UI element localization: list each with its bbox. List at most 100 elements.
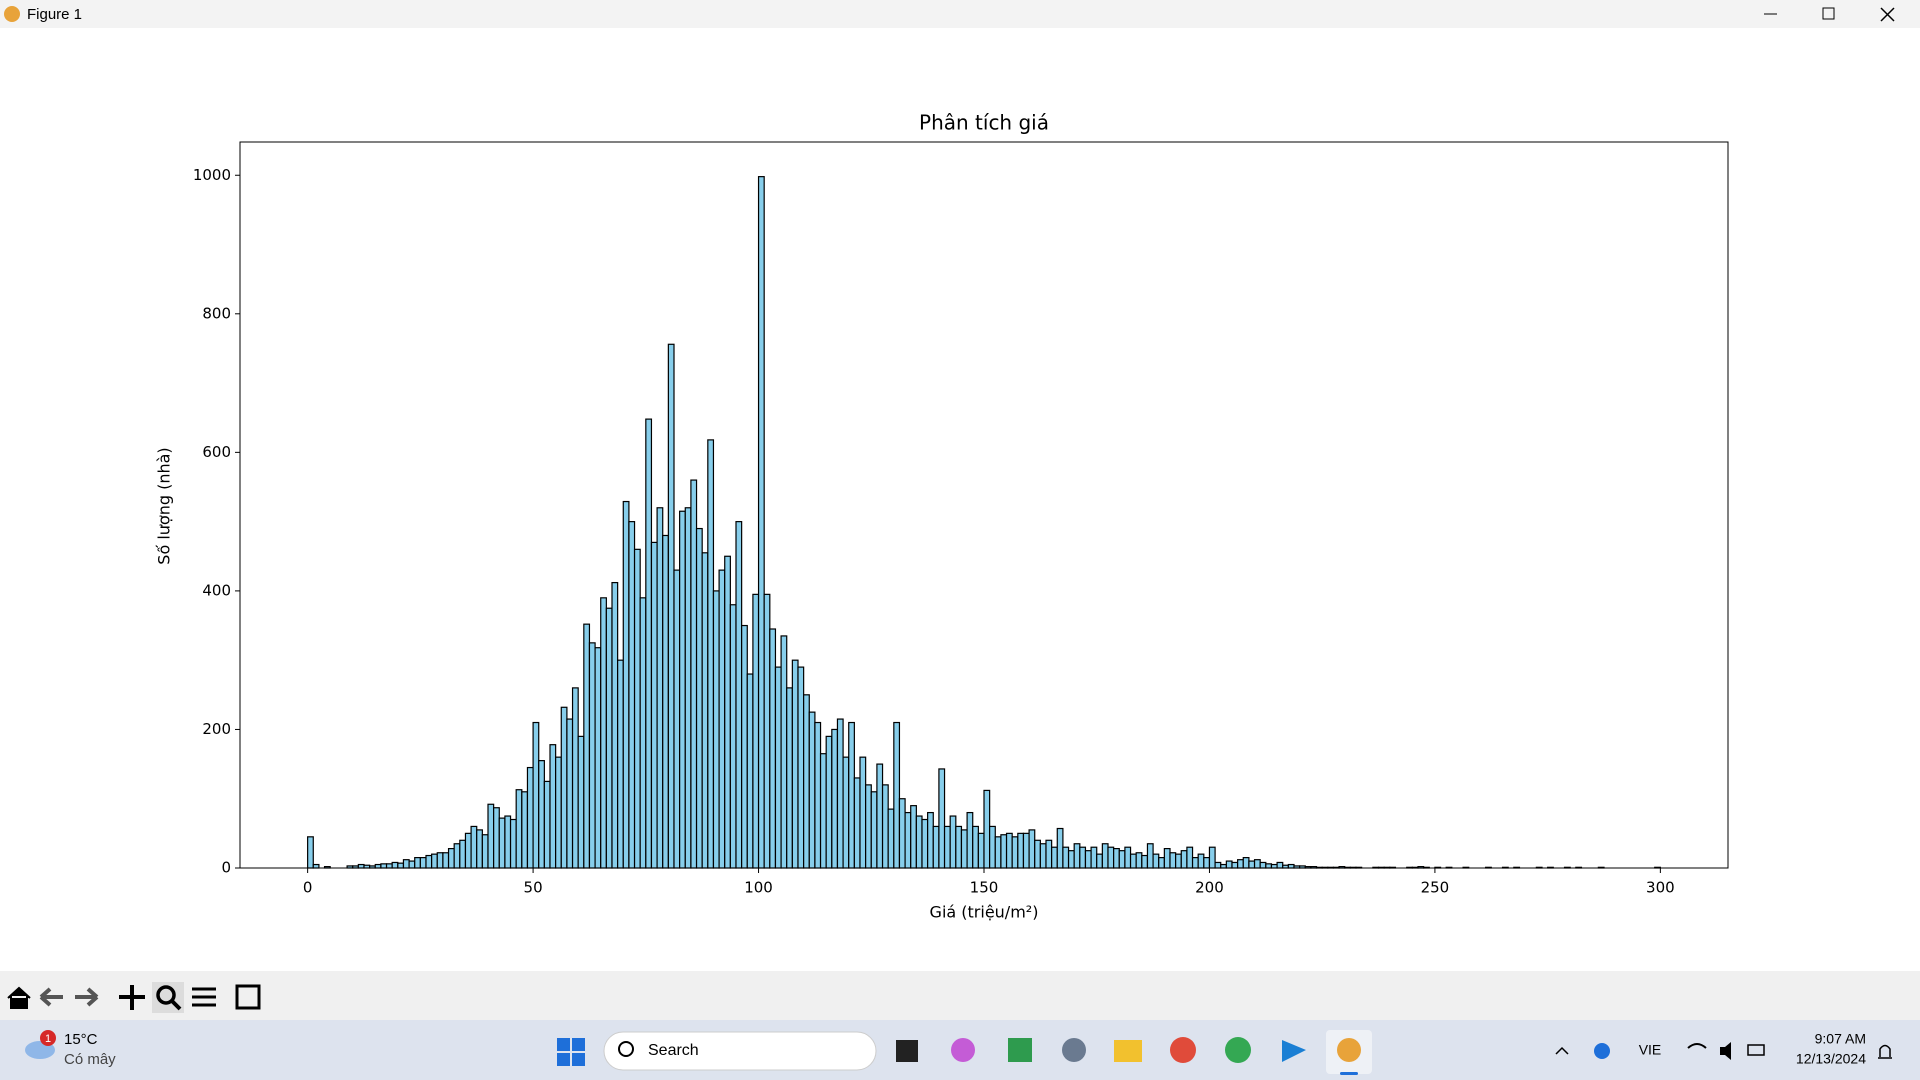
bar <box>543 780 551 869</box>
bar <box>1225 860 1233 869</box>
bar <box>825 735 833 869</box>
bar <box>1073 843 1081 869</box>
taskbar-app[interactable] <box>896 1040 918 1062</box>
bar <box>385 863 393 869</box>
bar <box>374 863 382 869</box>
x-tick-label: 200 <box>1195 879 1224 897</box>
clock-date[interactable]: 12/13/2024 <box>1796 1051 1866 1067</box>
start-button[interactable] <box>557 1038 585 1066</box>
bar <box>679 510 686 869</box>
bar <box>628 521 636 869</box>
forward-button[interactable] <box>75 987 99 1007</box>
bar <box>1259 861 1267 869</box>
maximize-button[interactable] <box>1822 7 1835 20</box>
bar <box>1208 846 1216 869</box>
bar <box>425 854 433 869</box>
bar <box>786 687 793 869</box>
bar <box>1101 843 1109 869</box>
bar <box>673 569 681 869</box>
taskbar-app[interactable] <box>1225 1037 1251 1063</box>
bar <box>594 647 602 869</box>
taskbar-app[interactable] <box>1114 1040 1142 1062</box>
language[interactable]: VIE <box>1639 1042 1662 1058</box>
bar <box>605 607 613 869</box>
bar <box>431 853 438 869</box>
bar <box>1022 832 1030 869</box>
bar <box>808 711 816 869</box>
bar <box>650 541 658 869</box>
bar <box>1129 853 1137 869</box>
bar <box>1203 857 1211 869</box>
bar <box>617 659 624 869</box>
taskbar-app[interactable] <box>1282 1040 1306 1062</box>
bar <box>639 597 647 869</box>
x-tick-label: 150 <box>970 879 999 897</box>
bar <box>538 760 545 869</box>
bar <box>1056 827 1064 869</box>
bar <box>1107 846 1115 869</box>
pan-button[interactable] <box>119 985 145 1010</box>
bar <box>470 825 478 869</box>
bar <box>414 857 421 869</box>
home-button[interactable] <box>7 986 31 1009</box>
bar <box>803 694 810 869</box>
bar <box>1028 829 1036 869</box>
bar <box>357 863 365 869</box>
bar <box>769 628 777 869</box>
bar <box>402 859 410 869</box>
tray-battery[interactable] <box>1747 1044 1765 1056</box>
bar <box>870 791 878 869</box>
search-text: Search <box>648 1042 699 1059</box>
bar <box>724 555 731 869</box>
search-box[interactable] <box>603 1031 877 1071</box>
bar <box>645 418 653 869</box>
bar <box>797 666 805 869</box>
clock-time[interactable]: 9:07 AM <box>1815 1031 1866 1047</box>
bar <box>791 659 799 869</box>
tray-onedrive[interactable] <box>1594 1043 1610 1059</box>
bar <box>972 825 979 869</box>
bar <box>695 527 703 869</box>
tray-volume[interactable] <box>1720 1042 1731 1060</box>
bar <box>983 789 991 869</box>
bar <box>932 825 940 869</box>
bar <box>1124 846 1132 869</box>
y-axis-label: Số lượng (nhà) <box>155 447 174 564</box>
bar <box>893 721 901 869</box>
chart-title: Phân tích giá <box>919 111 1049 135</box>
bar <box>718 569 726 869</box>
bar <box>1000 834 1008 869</box>
bar <box>684 507 692 869</box>
configure-button[interactable] <box>192 987 216 1007</box>
bar <box>938 768 946 869</box>
notifications[interactable] <box>1878 1044 1892 1059</box>
bar <box>1214 861 1222 869</box>
bar <box>504 815 512 869</box>
tray-expand[interactable] <box>1555 1046 1569 1055</box>
bar <box>729 604 737 869</box>
close-button[interactable] <box>1880 7 1895 22</box>
app-icon <box>4 6 20 22</box>
bar <box>1039 843 1047 869</box>
bar <box>1079 846 1087 869</box>
tray-wifi[interactable] <box>1687 1043 1707 1049</box>
bar <box>977 832 985 869</box>
bar <box>1051 846 1058 869</box>
bar <box>848 721 855 869</box>
bar <box>1231 861 1239 869</box>
taskbar-app[interactable] <box>1062 1038 1086 1062</box>
taskbar-app[interactable] <box>951 1038 975 1062</box>
bar <box>656 507 664 869</box>
zoom-button[interactable] <box>156 985 176 1005</box>
bar <box>453 843 461 869</box>
save-button[interactable] <box>235 984 261 1010</box>
bar <box>1096 853 1103 869</box>
taskbar-app[interactable] <box>1170 1037 1196 1063</box>
bar <box>735 521 743 869</box>
back-button[interactable] <box>39 987 63 1007</box>
bar <box>701 552 709 869</box>
bar <box>1135 852 1143 869</box>
taskbar-app[interactable] <box>1008 1038 1032 1062</box>
